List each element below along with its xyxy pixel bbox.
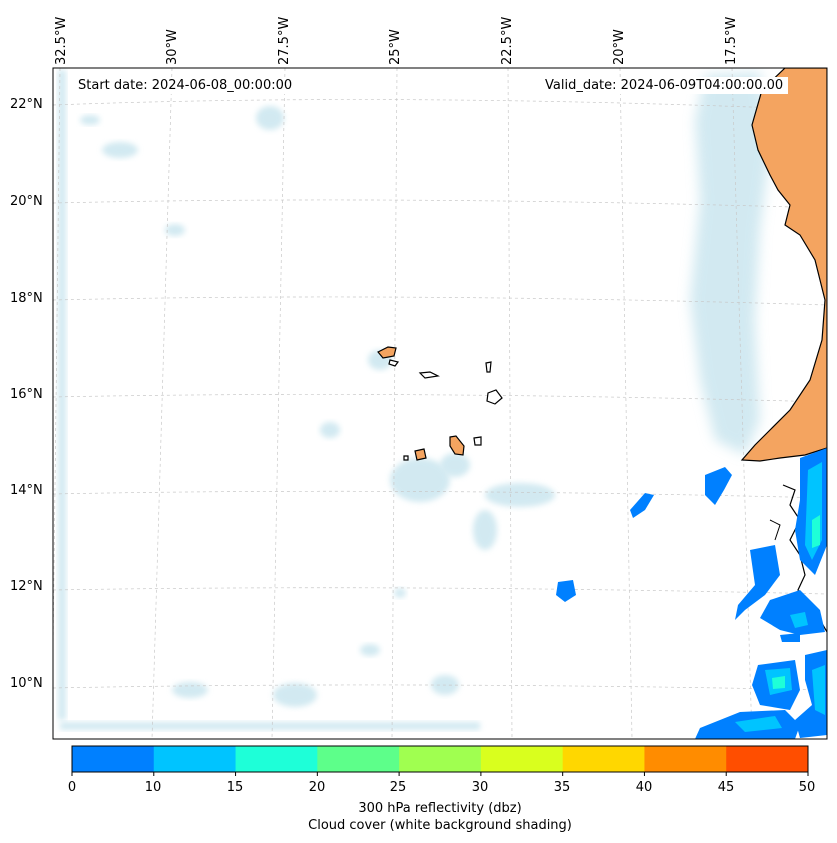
lat-label-12n: 12°N: [10, 579, 43, 594]
lon-label-27-5w: 27.5°W: [277, 16, 292, 65]
colorbar-tick: 10: [144, 780, 162, 795]
colorbar-tick: 45: [717, 780, 735, 795]
reflectivity-cells: [556, 448, 827, 739]
lon-label-20w: 20°W: [612, 29, 627, 65]
lat-label-20n: 20°N: [10, 194, 43, 209]
colorbar-tick: 40: [635, 780, 653, 795]
colorbar: [71, 745, 809, 776]
colorbar-tick: 15: [226, 780, 244, 795]
colorbar-segment: [726, 746, 809, 772]
colorbar-segment: [235, 746, 318, 772]
colorbar-segment: [644, 746, 727, 772]
lat-label-14n: 14°N: [10, 483, 43, 498]
lon-label-22-5w: 22.5°W: [500, 16, 515, 65]
lat-label-16n: 16°N: [10, 387, 43, 402]
colorbar-segment: [562, 746, 645, 772]
colorbar-tick: 35: [553, 780, 571, 795]
colorbar-segment: [317, 746, 400, 772]
lon-label-30w: 30°W: [165, 29, 180, 65]
lon-label-32-5w: 32.5°W: [54, 16, 69, 65]
colorbar-tick: 30: [471, 780, 489, 795]
lat-label-10n: 10°N: [10, 676, 43, 691]
colorbar-tick: 20: [308, 780, 326, 795]
colorbar-frame: [71, 745, 809, 773]
colorbar-sublabel: Cloud cover (white background shading): [308, 818, 572, 833]
colorbar-tick: 25: [389, 780, 407, 795]
start-date-label: Start date: 2024-06-08_00:00:00: [73, 77, 298, 94]
valid-date-label: Valid_date: 2024-06-09T04:00:00.00: [540, 77, 789, 94]
cape-verde-islands: [377, 346, 503, 461]
colorbar-tick: 50: [798, 780, 816, 795]
colorbar-label: 300 hPa reflectivity (dbz): [358, 801, 522, 816]
colorbar-tick: 0: [67, 780, 77, 795]
lon-label-17-5w: 17.5°W: [724, 16, 739, 65]
lat-label-22n: 22°N: [10, 97, 43, 112]
cloud-cover-shading: [58, 70, 770, 730]
colorbar-segment: [72, 746, 155, 772]
colorbar-segment: [399, 746, 482, 772]
lat-label-18n: 18°N: [10, 291, 43, 306]
colorbar-segment: [153, 746, 237, 772]
lon-label-25w: 25°W: [388, 29, 403, 65]
colorbar-segment: [480, 746, 564, 772]
